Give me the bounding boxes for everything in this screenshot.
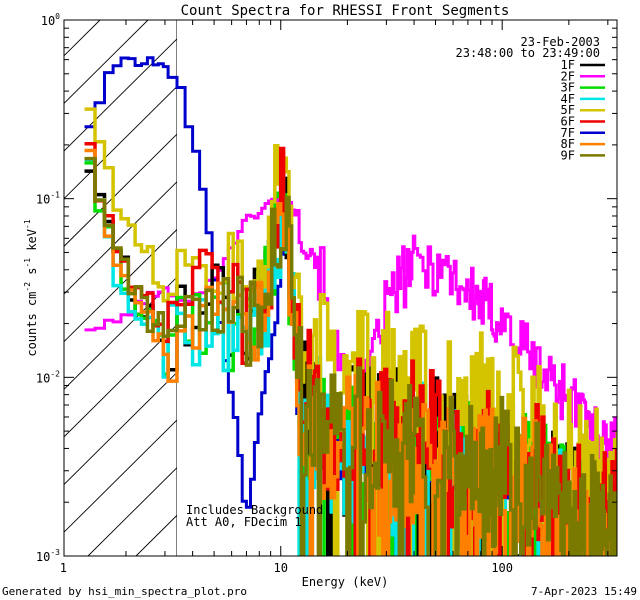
y-tick-label: 100 [41,12,60,28]
y-tick-label: 10-2 [36,369,60,385]
time-range-label: 23:48:00 to 23:49:00 [456,46,601,60]
y-label-exp-1: -2 [23,282,32,292]
hatch-line [0,20,4,556]
x-tick-label: 100 [491,561,513,575]
legend-label-5f: 5F [561,103,575,117]
y-tick-label: 10-3 [36,548,60,564]
x-axis-label: Energy (keV) [302,575,389,589]
legend-label-8f: 8F [561,137,575,151]
hatch-line [64,38,177,152]
y-label-exp-3: -1 [23,219,32,229]
hatch-line [64,20,101,57]
y-label-part-1: counts cm [25,292,39,357]
series-line-5f [84,107,617,556]
y-tick-label: 10-1 [36,191,60,207]
legend-label-7f: 7F [561,126,575,140]
hatch-line [64,228,177,343]
annotation-attenuator: Att A0, FDecim 1 [186,515,302,529]
hatch-line [64,371,177,486]
y-label-part-3: keV [25,229,39,258]
footer-generated: Generated by hsi_min_spectra_plot.pro [2,585,247,598]
hatch-line [64,419,177,533]
legend-label-3f: 3F [561,81,575,95]
series-line-9f [84,156,617,556]
series-lines [84,56,617,556]
annotation-background: Includes Background [186,503,323,517]
legend-label-6f: 6F [561,115,575,129]
x-tick-label: 10 [274,561,288,575]
y-label-exp-2: -1 [23,258,32,268]
y-axis: 10-3 10-2 10-1 100 [36,12,617,564]
legend-label-1f: 1F [561,58,575,72]
plot-frame [63,19,618,557]
legend-label-4f: 4F [561,92,575,106]
y-axis-label: counts cm-2 s-1 keV-1 [23,219,39,356]
x-tick-label: 1 [60,561,67,575]
hatch-line [64,85,177,200]
footer-date: 7-Apr-2023 15:49 [531,585,637,598]
y-label-part-2: s [25,268,39,282]
legend-label-9f: 9F [561,148,575,162]
legend-label-2f: 2F [561,69,575,83]
x-axis: 10 100 1 [60,20,609,575]
chart-title: Count Spectra for RHESSI Front Segments [181,3,510,19]
date-label: 23-Feb-2003 [521,35,600,49]
hatch-line [64,181,177,295]
